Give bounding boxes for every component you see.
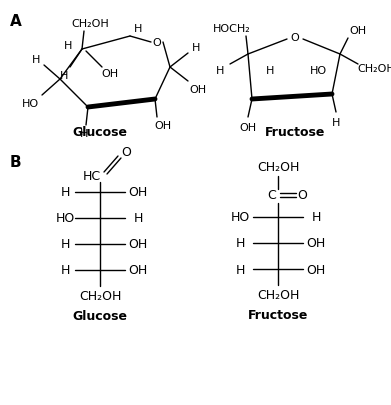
Text: HO: HO bbox=[56, 212, 75, 225]
Text: A: A bbox=[10, 14, 22, 29]
Text: Fructose: Fructose bbox=[265, 125, 325, 138]
Text: OH: OH bbox=[128, 238, 148, 251]
Text: H: H bbox=[311, 211, 321, 224]
Text: O: O bbox=[291, 33, 300, 43]
Text: H: H bbox=[235, 263, 245, 276]
Text: OH: OH bbox=[307, 237, 326, 250]
Text: O: O bbox=[297, 189, 307, 202]
Text: H: H bbox=[60, 264, 70, 277]
Text: CH₂OH: CH₂OH bbox=[257, 161, 299, 174]
Text: H: H bbox=[60, 186, 70, 199]
Text: H: H bbox=[60, 71, 68, 81]
Text: H: H bbox=[60, 238, 70, 251]
Text: H: H bbox=[235, 237, 245, 250]
Text: H: H bbox=[80, 129, 88, 139]
Text: HO: HO bbox=[230, 211, 249, 224]
Text: C: C bbox=[267, 189, 276, 202]
Text: Fructose: Fructose bbox=[248, 309, 308, 322]
Text: Glucose: Glucose bbox=[72, 310, 127, 323]
Text: OH: OH bbox=[307, 263, 326, 276]
Text: OH: OH bbox=[154, 121, 172, 131]
Text: HC: HC bbox=[83, 170, 101, 183]
Text: B: B bbox=[10, 155, 22, 170]
Text: H: H bbox=[133, 212, 143, 225]
Text: H: H bbox=[32, 55, 40, 65]
Text: HOCH₂: HOCH₂ bbox=[213, 24, 251, 34]
Text: OH: OH bbox=[239, 123, 256, 133]
Text: H: H bbox=[216, 66, 224, 76]
Text: H: H bbox=[64, 41, 72, 51]
Text: CH₂OH: CH₂OH bbox=[79, 290, 121, 303]
Text: H: H bbox=[332, 118, 340, 128]
Text: CH₂OH: CH₂OH bbox=[257, 289, 299, 302]
Text: HO: HO bbox=[22, 99, 39, 109]
Text: Glucose: Glucose bbox=[72, 125, 127, 138]
Text: O: O bbox=[152, 38, 161, 48]
Text: H: H bbox=[266, 66, 274, 76]
Text: OH: OH bbox=[128, 186, 148, 199]
Text: CH₂OH: CH₂OH bbox=[357, 64, 391, 74]
Text: OH: OH bbox=[101, 69, 118, 79]
Text: CH₂OH: CH₂OH bbox=[71, 19, 109, 29]
Text: OH: OH bbox=[128, 264, 148, 277]
Text: OH: OH bbox=[350, 26, 367, 36]
Text: O: O bbox=[121, 146, 131, 159]
Text: H: H bbox=[134, 24, 142, 34]
Text: HO: HO bbox=[309, 66, 326, 76]
Text: H: H bbox=[192, 43, 200, 53]
Text: OH: OH bbox=[189, 85, 206, 95]
